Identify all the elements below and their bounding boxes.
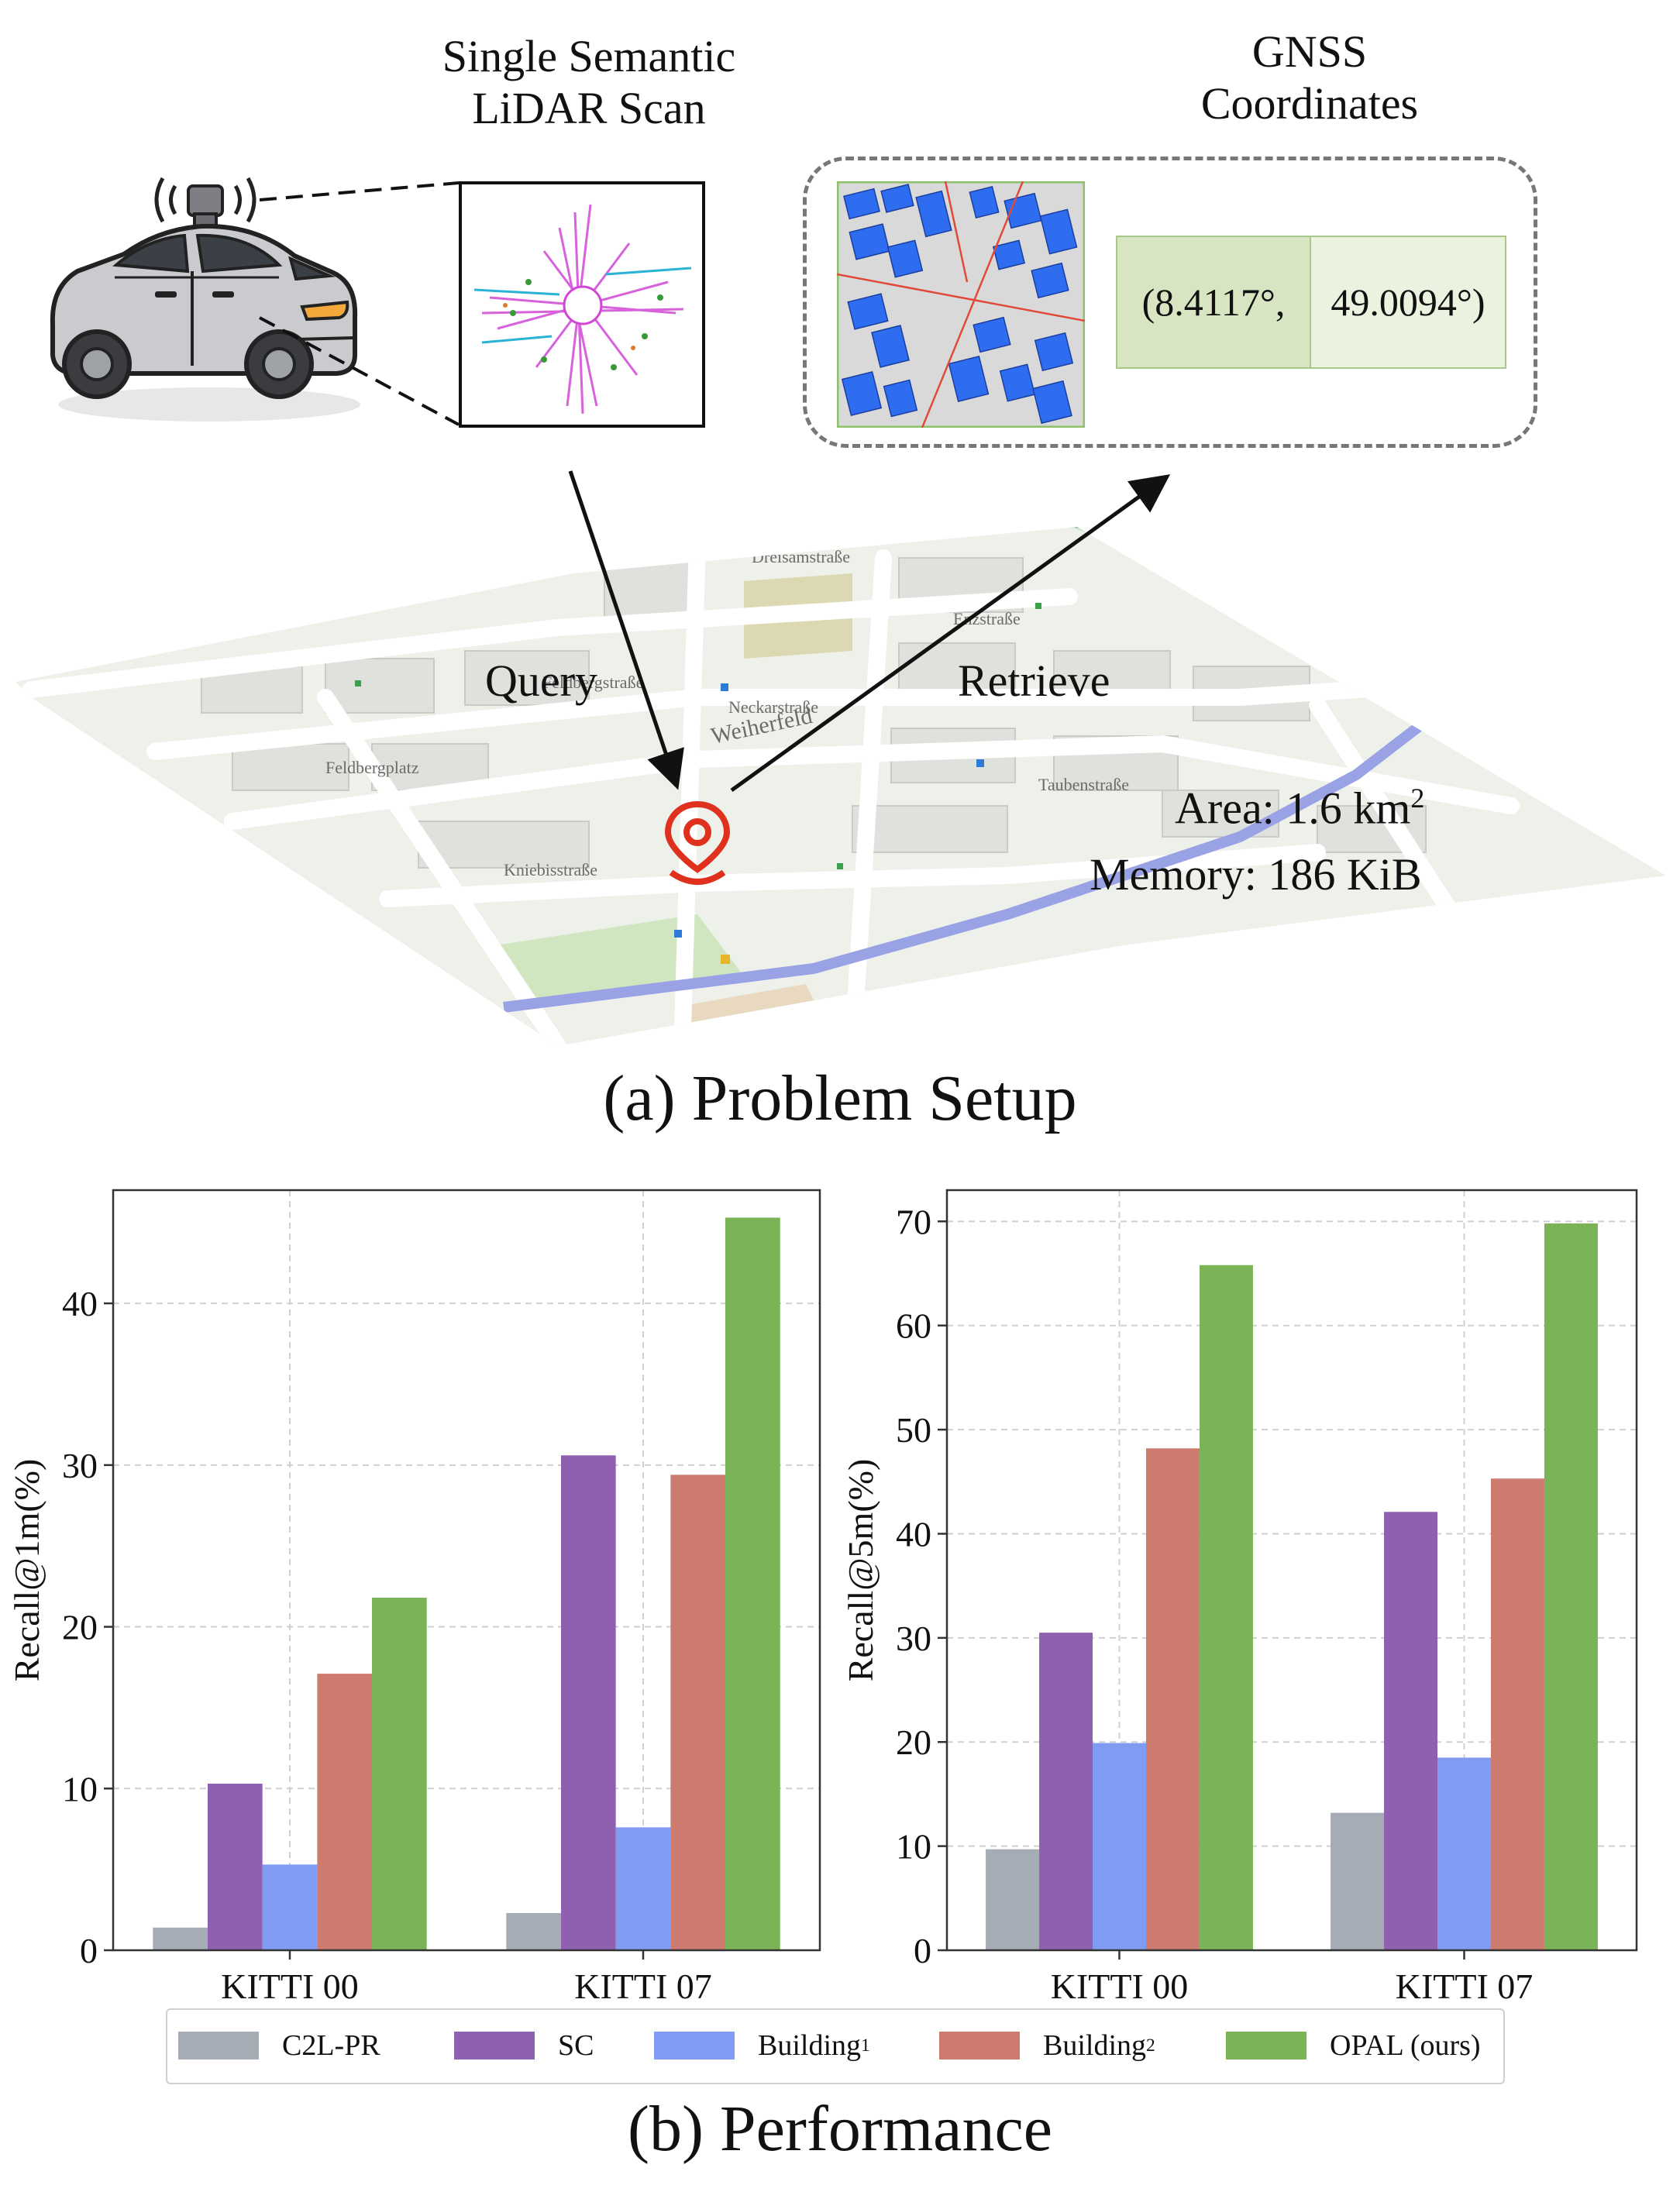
lidar-scan-image	[459, 181, 705, 428]
legend-item-sc: SC	[454, 2029, 594, 2063]
y-tick-label: 10	[62, 1769, 98, 1808]
osm-tile-image	[837, 181, 1085, 428]
bar-opal-ours--kitti-00	[1199, 1265, 1253, 1950]
bar-building1-kitti-07	[615, 1827, 671, 1950]
legend-sup-building1: 1	[861, 2035, 870, 2056]
bar-c2l-pr-kitti-07	[1331, 1812, 1385, 1950]
chart-legend: C2L-PR SC Building 1 Building 2 OPAL (ours…	[166, 2008, 1505, 2084]
bar-building2-kitti-00	[1145, 1448, 1200, 1950]
y-tick-label: 0	[914, 1931, 931, 1970]
query-retrieve-arrows	[568, 470, 1171, 793]
coord-longitude: (8.4117°,	[1141, 280, 1286, 324]
x-tick-label: KITTI 07	[574, 1967, 712, 2006]
y-tick-label: 0	[80, 1931, 98, 1970]
legend-swatch-building2	[939, 2032, 1020, 2060]
legend-label-opal: OPAL (ours)	[1330, 2029, 1481, 2062]
scan-connector-lines	[259, 181, 460, 426]
legend-swatch-c2l-pr	[178, 2032, 259, 2060]
gnss-box	[803, 157, 1537, 448]
bar-building1-kitti-00	[1093, 1743, 1146, 1950]
legend-item-building1: Building 1	[654, 2029, 870, 2063]
y-tick-label: 60	[896, 1306, 931, 1346]
bar-c2l-pr-kitti-00	[153, 1927, 208, 1950]
y-tick-label: 40	[896, 1514, 931, 1554]
y-tick-label: 20	[62, 1608, 98, 1647]
query-label: Query	[485, 656, 597, 706]
bar-building2-kitti-07	[670, 1475, 726, 1950]
area-sup: 2	[1410, 783, 1425, 814]
car-illustration	[50, 177, 360, 422]
y-tick-label: 50	[896, 1410, 931, 1450]
bar-sc-kitti-07	[1384, 1512, 1438, 1950]
bar-building1-kitti-07	[1437, 1757, 1491, 1950]
caption-b: (b) Performance	[627, 2093, 1053, 2165]
coord-latitude: 49.0094°)	[1331, 280, 1485, 324]
y-tick-label: 30	[62, 1446, 98, 1485]
bar-opal-ours--kitti-00	[372, 1597, 427, 1950]
map-street-3: Feldbergstraße	[542, 673, 643, 692]
map-street-7: Neckarstraße	[728, 697, 818, 717]
y-axis-label: Recall@1m(%)	[7, 1459, 46, 1682]
scan-label-line2: LiDAR Scan	[472, 82, 706, 133]
coord-latitude-cell: 49.0094°)	[1310, 236, 1506, 369]
legend-swatch-building1	[654, 2032, 735, 2060]
street-map: Dreisamstraße Enzstraße Feldbergstraße F…	[15, 527, 1666, 1046]
bar-c2l-pr-kitti-07	[506, 1912, 561, 1950]
bar-c2l-pr-kitti-00	[986, 1849, 1040, 1950]
bar-sc-kitti-07	[560, 1455, 616, 1950]
gnss-label: GNSS Coordinates	[1108, 26, 1511, 129]
caption-a: (a) Problem Setup	[603, 1062, 1077, 1134]
x-tick-label: KITTI 00	[221, 1967, 359, 2006]
map-street-5: Kniebisstraße	[504, 860, 597, 879]
y-tick-label: 30	[896, 1619, 931, 1658]
y-tick-label: 70	[896, 1202, 931, 1241]
retrieve-label: Retrieve	[958, 656, 1110, 706]
x-tick-label: KITTI 00	[1051, 1967, 1189, 2006]
legend-label-sc: SC	[558, 2029, 594, 2062]
legend-swatch-opal	[1226, 2032, 1306, 2060]
chart-recall-5m: 0 10 20 30 40 50 60 70 KITTI 00 KITTI 07 Recall@5m…	[841, 1189, 1638, 2006]
y-axis-label: Recall@5m(%)	[841, 1459, 880, 1682]
area-text: Area: 1.6 km	[1175, 783, 1411, 834]
y-tick-label: 10	[896, 1827, 931, 1867]
legend-sup-building2: 2	[1146, 2035, 1155, 2056]
area-label: Area: 1.6 km2	[1175, 783, 1424, 834]
legend-item-opal: OPAL (ours)	[1226, 2029, 1481, 2063]
bar-sc-kitti-00	[1039, 1633, 1093, 1950]
legend-swatch-sc	[454, 2032, 535, 2060]
bar-sc-kitti-00	[207, 1784, 263, 1950]
map-street-2: Enzstraße	[953, 609, 1021, 628]
scan-label-line1: Single Semantic	[442, 31, 736, 81]
bar-opal-ours--kitti-07	[1544, 1223, 1598, 1950]
map-street-8: Taubenstraße	[1038, 775, 1129, 794]
location-pin-icon	[664, 800, 731, 885]
legend-label-c2l-pr: C2L-PR	[282, 2029, 380, 2062]
scan-label: Single Semantic LiDAR Scan	[387, 31, 790, 134]
gnss-label-line2: Coordinates	[1200, 77, 1419, 129]
memory-label: Memory: 186 KiB	[1090, 849, 1422, 900]
bar-building2-kitti-00	[317, 1674, 373, 1950]
bar-opal-ours--kitti-07	[725, 1217, 780, 1950]
x-tick-label: KITTI 07	[1396, 1967, 1534, 2006]
gnss-label-line1: GNSS	[1251, 26, 1368, 77]
y-tick-label: 20	[896, 1722, 931, 1762]
bar-building1-kitti-00	[262, 1864, 318, 1950]
chart-recall-1m: 0 10 20 30 40 KITTI 00 KITTI 07 Recall@1m(%)	[7, 1189, 821, 2006]
y-tick-label: 40	[62, 1284, 98, 1323]
bar-building2-kitti-07	[1490, 1478, 1544, 1950]
legend-label-building1: Building	[758, 2029, 862, 2062]
coord-longitude-cell: (8.4117°,	[1116, 236, 1311, 369]
map-street-4: Feldbergplatz	[325, 758, 419, 777]
legend-item-building2: Building 2	[939, 2029, 1155, 2063]
legend-label-building2: Building	[1043, 2029, 1147, 2062]
legend-item-c2l-pr: C2L-PR	[178, 2029, 380, 2063]
